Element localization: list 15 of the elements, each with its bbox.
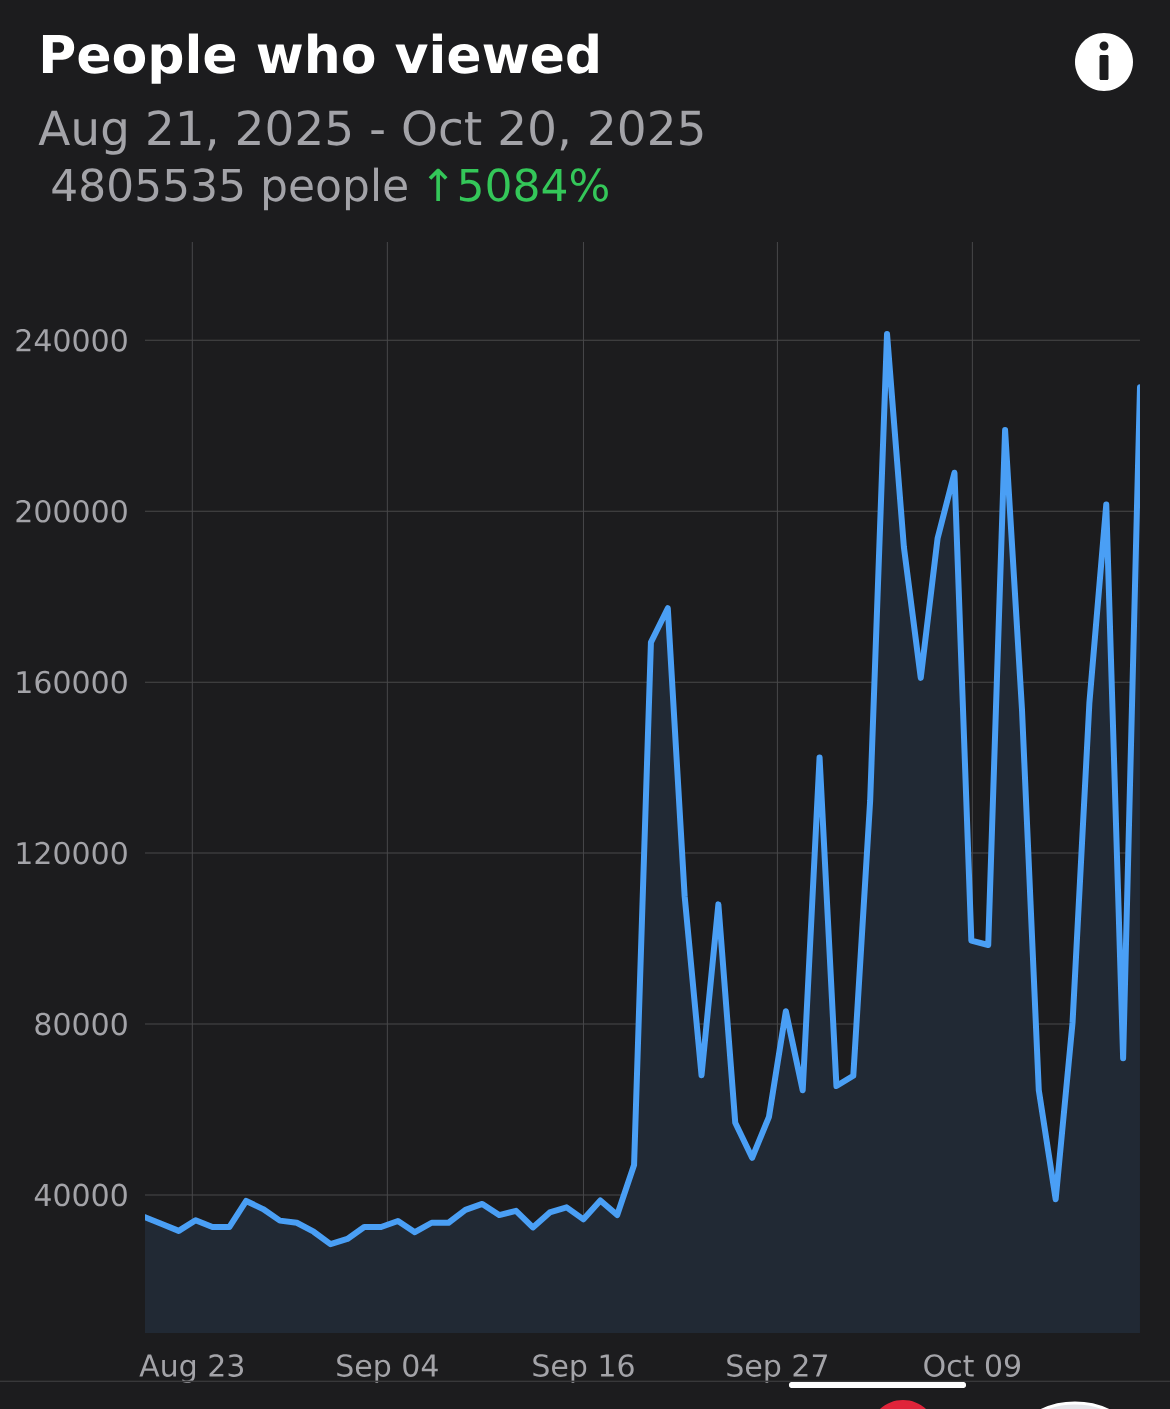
y-tick-label: 240000 — [16, 328, 127, 352]
y-tick-label: 80000 — [35, 1012, 127, 1036]
y-tick-label: 200000 — [16, 499, 127, 523]
x-tick-label: Aug 23 — [139, 1354, 244, 1383]
y-tick-label: 40000 — [34, 1183, 127, 1207]
text: 4805535 people — [52, 167, 407, 211]
x-tick-label: Oct 09 — [924, 1354, 1021, 1377]
x-tick-label: Sep 27 — [727, 1354, 827, 1383]
chart-title: People who viewed — [42, 33, 598, 84]
chart-subtitle: Aug 21, 2025 - Oct 20, 2025 — [38, 110, 703, 155]
x-tick-label: Sep 04 — [337, 1354, 438, 1383]
x-tick-label: Sep 16 — [533, 1354, 634, 1383]
y-tick-label: 160000 — [17, 670, 127, 694]
text: ↑5084% — [428, 168, 608, 202]
y-tick-label: 120000 — [17, 841, 127, 865]
